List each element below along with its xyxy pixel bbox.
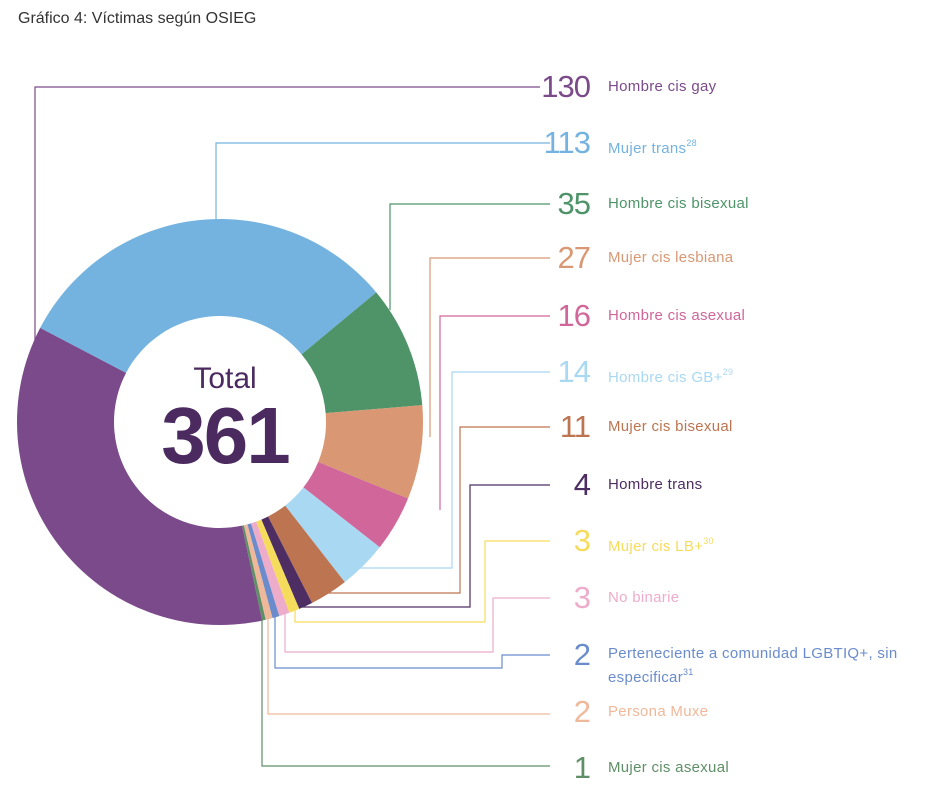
value-label: 2 (573, 694, 591, 729)
category-text: Hombre cis GB+ (608, 369, 723, 386)
category-label: Mujer cis asexual (608, 759, 729, 777)
slice-persona-muxe (243, 524, 273, 620)
category-label: Hombre cis gay (608, 78, 716, 96)
category-label: Mujer cis lesbiana (608, 249, 733, 267)
value-label: 4 (573, 467, 591, 502)
category-text: Perteneciente a comunidad LGBTIQ+, sin e… (608, 645, 898, 686)
leader-line (439, 315, 550, 510)
leader-line (274, 615, 550, 669)
category-label: Mujer trans28 (608, 134, 697, 158)
value-label: 3 (573, 523, 591, 558)
leader-line (300, 371, 550, 569)
value-label: 3 (573, 580, 591, 615)
slice-mujer-trans (40, 219, 377, 373)
value-label: 2 (573, 637, 591, 672)
category-text: Hombre cis bisexual (608, 195, 749, 212)
category-text: Mujer trans (608, 140, 687, 157)
category-text: Hombre cis gay (608, 78, 717, 95)
category-text: Mujer cis lesbiana (608, 249, 734, 266)
category-text: Mujer cis LB+ (608, 538, 704, 555)
value-label: 27 (557, 240, 591, 275)
category-text: Hombre trans (608, 476, 703, 493)
category-text: No binarie (608, 589, 680, 606)
slice-mujer-cis-lesbiana (318, 405, 424, 499)
leader-line (305, 426, 550, 594)
category-label: Mujer cis LB+30 (608, 532, 714, 556)
slice-hombre-cis-asexual (303, 461, 409, 548)
leader-line (267, 618, 550, 715)
value-label: 14 (557, 354, 591, 389)
slice-hombre-cis-gb- (285, 487, 380, 583)
category-text: Mujer cis bisexual (608, 418, 733, 435)
slice-hombre-trans (261, 516, 313, 609)
leader-line (294, 540, 550, 623)
slice-hombre-cis-gay (16, 327, 263, 625)
footnote-ref: 29 (722, 367, 734, 377)
value-label: 35 (557, 186, 591, 221)
value-label: 113 (543, 125, 591, 160)
leader-line (261, 620, 550, 767)
category-label: Hombre cis GB+29 (608, 363, 733, 387)
category-label: Hombre cis bisexual (608, 195, 749, 213)
category-label: Mujer cis bisexual (608, 418, 733, 436)
category-label: No binarie (608, 589, 679, 607)
slice-perteneciente-a-comunidad-lgbtiq-sin-especificar (247, 523, 280, 619)
slice-mujer-cis-bisexual (268, 505, 345, 603)
category-text: Hombre cis asexual (608, 307, 746, 324)
total-label: Total (193, 362, 257, 395)
category-label: Persona Muxe (608, 703, 708, 721)
slice-mujer-cis-lb- (256, 519, 300, 613)
value-label: 1 (573, 750, 591, 785)
category-label: Hombre trans (608, 476, 702, 494)
value-label: 16 (557, 298, 591, 333)
value-label: 11 (559, 409, 591, 444)
category-label: Hombre cis asexual (608, 307, 745, 325)
category-text: Persona Muxe (608, 703, 709, 720)
leader-line (429, 257, 550, 437)
total-value: 361 (161, 391, 290, 480)
slice-hombre-cis-bisexual (301, 292, 423, 414)
value-label: 130 (541, 69, 591, 104)
footnote-ref: 28 (686, 138, 697, 148)
category-text: Mujer cis asexual (608, 759, 729, 776)
leader-line (300, 484, 550, 608)
leader-line (215, 142, 550, 222)
category-label: Perteneciente a comunidad LGBTIQ+, sin e… (608, 645, 908, 687)
footnote-ref: 31 (683, 667, 694, 677)
chart-title: Gráfico 4: Víctimas según OSIEG (18, 10, 257, 27)
leader-line (34, 86, 540, 365)
leader-line (284, 597, 550, 653)
slice-no-binarie (250, 521, 290, 617)
slice-mujer-cis-asexual (242, 525, 266, 621)
footnote-ref: 30 (703, 536, 714, 546)
leader-line (389, 203, 550, 310)
